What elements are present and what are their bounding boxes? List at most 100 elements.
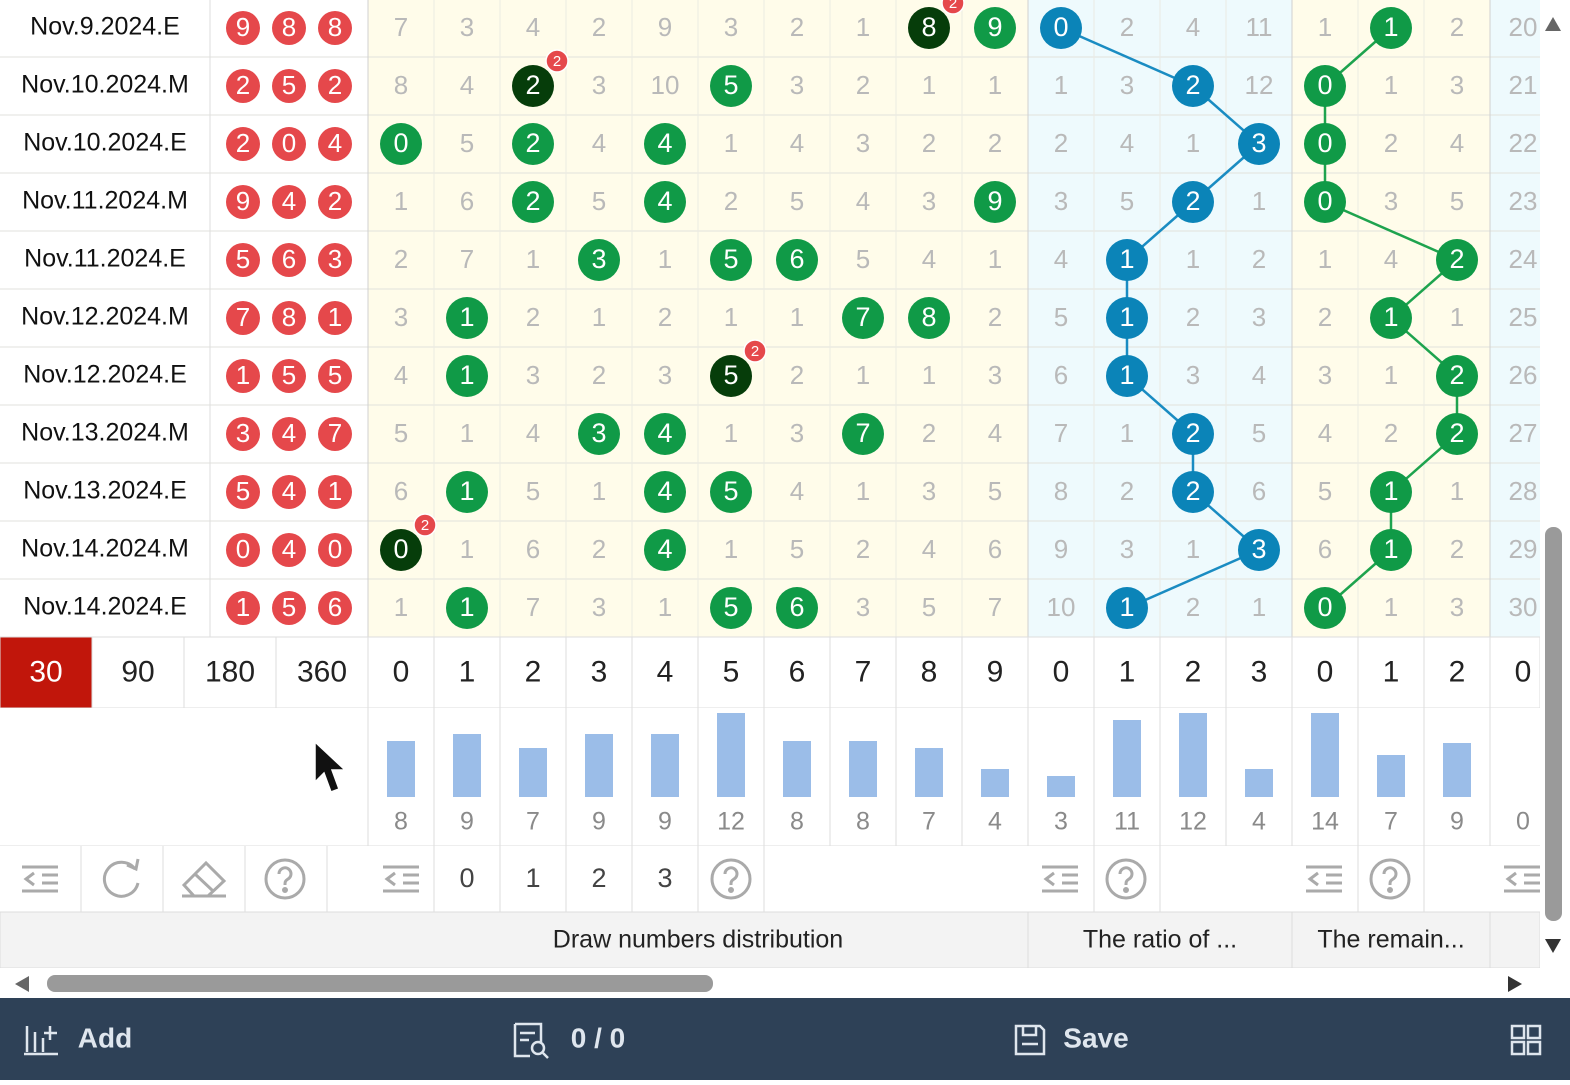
miss-count: 5 xyxy=(592,186,606,216)
count-bar xyxy=(453,734,481,797)
hit-number: 0 xyxy=(1317,70,1332,100)
refresh-icon[interactable] xyxy=(102,858,140,898)
hit-ball xyxy=(710,355,752,397)
miss-count: 5 xyxy=(856,244,870,274)
scroll-left[interactable] xyxy=(15,976,29,992)
count-label: 12 xyxy=(1179,808,1207,836)
tool-digit[interactable]: 2 xyxy=(591,863,606,893)
tool-digit[interactable]: 1 xyxy=(525,863,540,893)
scroll-down[interactable] xyxy=(1545,939,1561,953)
hit-ball xyxy=(710,471,752,513)
draw-number: 2 xyxy=(328,186,342,216)
v-scroll-thumb[interactable] xyxy=(1545,527,1562,921)
draw-ball xyxy=(226,417,260,451)
hit-number: 2 xyxy=(1185,70,1200,100)
repeat-badge xyxy=(941,0,965,15)
miss-count: 2 xyxy=(1186,592,1200,622)
search-icon[interactable] xyxy=(513,1022,543,1058)
draw-date: Nov.11.2024.E xyxy=(24,245,186,273)
miss-count: 9 xyxy=(658,12,672,42)
miss-count: 22 xyxy=(1509,128,1538,158)
hit-ball xyxy=(644,181,686,223)
miss-count: 6 xyxy=(460,186,474,216)
column-label: 5 xyxy=(723,655,740,688)
draw-number: 3 xyxy=(328,244,342,274)
column-label: 0 xyxy=(393,655,410,688)
period-label[interactable]: 180 xyxy=(205,655,255,688)
repeat-badge xyxy=(545,49,569,73)
draw-date: Nov.14.2024.E xyxy=(23,593,187,621)
column-label: 0 xyxy=(1053,655,1070,688)
miss-count: 2 xyxy=(922,128,936,158)
hit-ball xyxy=(1106,297,1148,339)
column-label: 7 xyxy=(855,655,872,688)
hit-number: 0 xyxy=(1317,186,1332,216)
hit-number: 2 xyxy=(1185,418,1200,448)
miss-count: 3 xyxy=(1450,70,1464,100)
period-button[interactable] xyxy=(91,636,185,709)
miss-count: 1 xyxy=(1252,186,1266,216)
column-label: 9 xyxy=(987,655,1004,688)
miss-count: 3 xyxy=(658,360,672,390)
hit-number: 0 xyxy=(393,534,408,564)
miss-count: 1 xyxy=(460,534,474,564)
period-button[interactable] xyxy=(183,636,277,709)
save-icon[interactable] xyxy=(1014,1024,1046,1056)
period-label[interactable]: 360 xyxy=(297,655,347,688)
scroll-right[interactable] xyxy=(1508,976,1522,992)
draw-number: 1 xyxy=(328,302,342,332)
section-row xyxy=(0,911,1540,968)
miss-count: 5 xyxy=(460,128,474,158)
eraser-icon[interactable] xyxy=(181,860,227,898)
miss-count: 1 xyxy=(526,244,540,274)
draw-date: Nov.13.2024.E xyxy=(23,477,187,505)
draw-ball xyxy=(318,11,352,45)
add-label[interactable]: Add xyxy=(78,1022,132,1053)
add-icon[interactable] xyxy=(24,1026,58,1056)
column-label: 2 xyxy=(1449,655,1466,688)
grid-icon[interactable] xyxy=(1510,1024,1542,1056)
period-label[interactable]: 30 xyxy=(29,655,62,688)
hit-ball xyxy=(1106,355,1148,397)
tool-row xyxy=(0,846,1540,912)
hit-number: 2 xyxy=(525,70,540,100)
tool-digit[interactable]: 0 xyxy=(459,863,474,893)
miss-count: 1 xyxy=(1186,128,1200,158)
hit-ball xyxy=(776,587,818,629)
count-bar xyxy=(717,713,745,797)
stats-row xyxy=(0,708,1540,846)
hit-number: 7 xyxy=(855,418,870,448)
miss-count: 4 xyxy=(922,534,936,564)
hit-ball xyxy=(512,65,554,107)
draw-number: 9 xyxy=(236,186,250,216)
hit-ball xyxy=(842,413,884,455)
draw-number: 4 xyxy=(328,128,342,158)
save-label[interactable]: Save xyxy=(1063,1022,1128,1053)
count-bar xyxy=(783,741,811,797)
hit-ball xyxy=(446,471,488,513)
tool-digit[interactable]: 3 xyxy=(657,863,672,893)
miss-count: 1 xyxy=(856,360,870,390)
scroll-up[interactable] xyxy=(1545,17,1561,31)
hit-ball xyxy=(776,239,818,281)
miss-count: 1 xyxy=(1120,418,1134,448)
search-icon-lens xyxy=(530,1040,546,1056)
miss-count: 7 xyxy=(988,592,1002,622)
draw-ball xyxy=(226,127,260,161)
miss-count: 2 xyxy=(592,534,606,564)
hit-ball xyxy=(1304,587,1346,629)
hit-ball xyxy=(1370,297,1412,339)
draw-number: 3 xyxy=(236,418,250,448)
tool-icons xyxy=(20,858,1542,900)
period-button[interactable] xyxy=(275,636,369,709)
extra-background xyxy=(1490,0,1540,637)
hit-number: 2 xyxy=(1185,186,1200,216)
miss-count: 3 xyxy=(1318,360,1332,390)
period-label[interactable]: 90 xyxy=(121,655,154,688)
hit-number: 0 xyxy=(1053,12,1068,42)
miss-count: 6 xyxy=(988,534,1002,564)
miss-count: 2 xyxy=(1318,302,1332,332)
hit-ball xyxy=(710,587,752,629)
h-scroll-thumb[interactable] xyxy=(47,975,713,992)
count-label: 4 xyxy=(988,808,1002,836)
